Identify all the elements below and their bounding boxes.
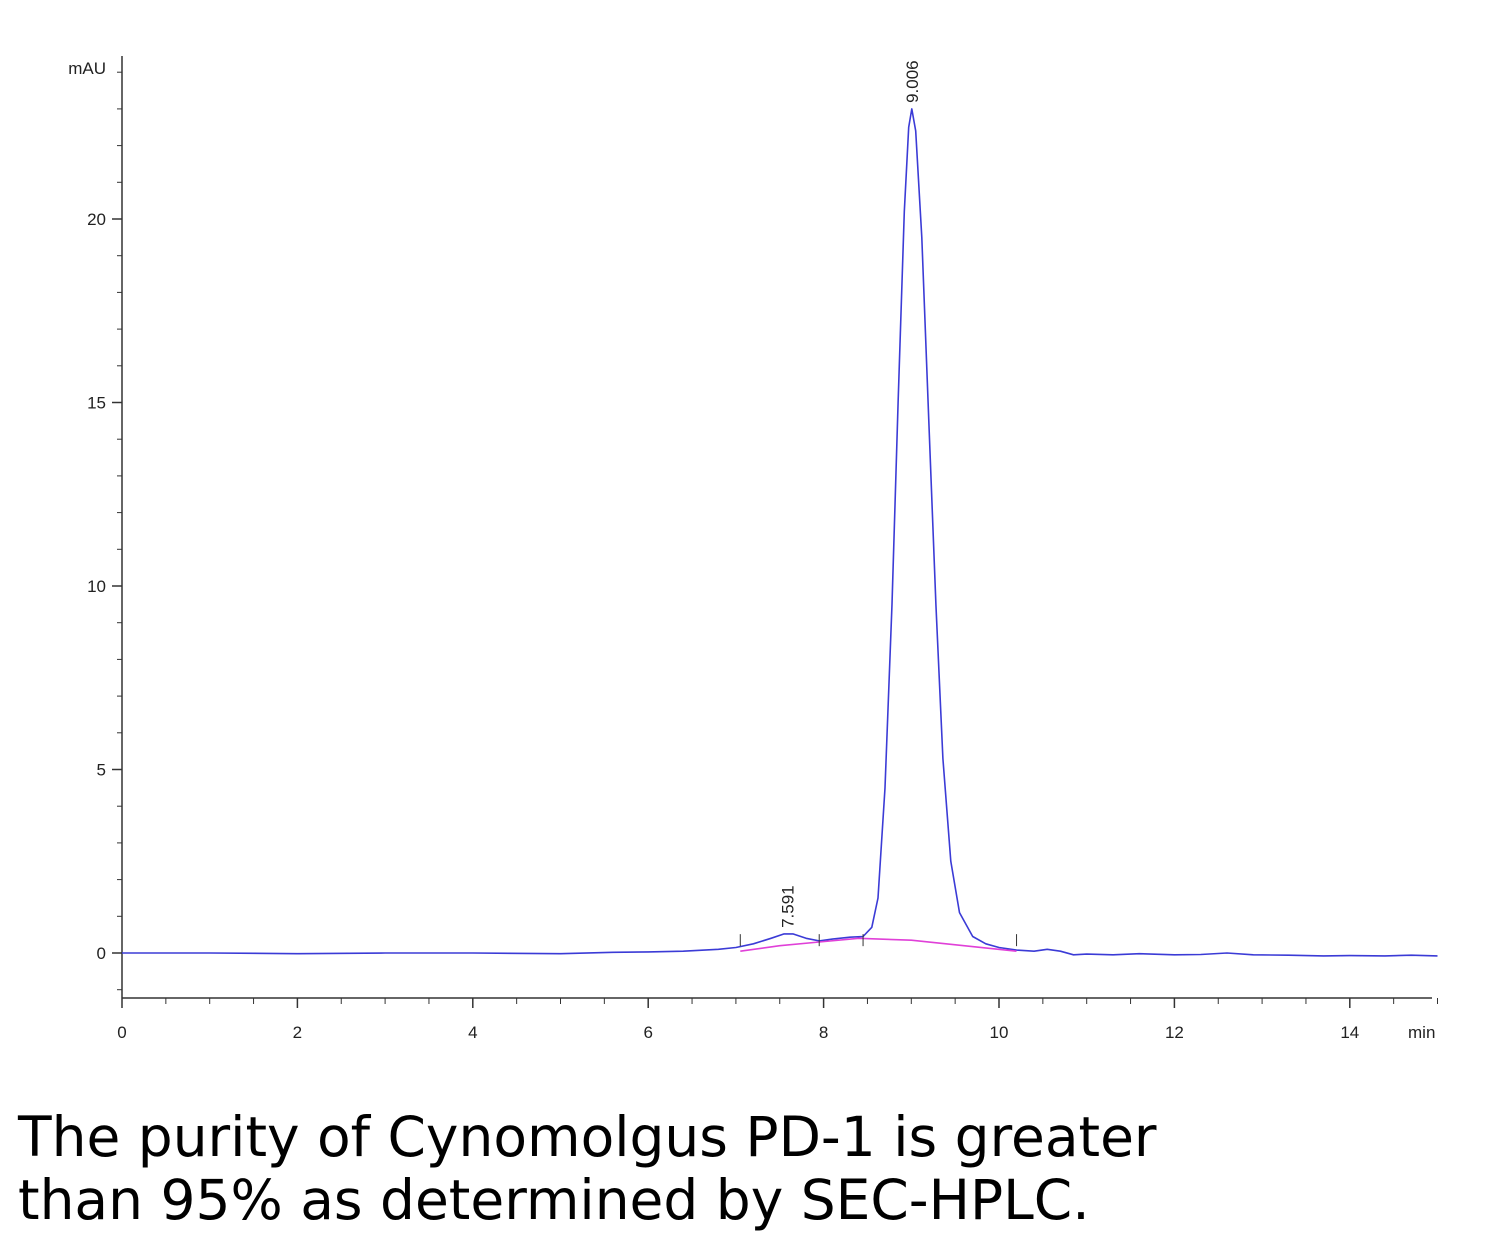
caption-line-2: than 95% as determined by SEC-HPLC. [18,1168,1090,1232]
y-tick-label: 15 [87,394,106,413]
peak-retention-label: 7.591 [779,885,798,928]
x-tick-label: 6 [643,1023,652,1042]
chromatogram-chart: 0 5 10 15 20 0 2 4 6 8 10 12 14 mAU min 7.591 9.006 [68,56,1438,1042]
x-tick-label: 14 [1340,1023,1359,1042]
x-tick-label: 0 [117,1023,126,1042]
y-tick-label: 20 [87,210,106,229]
signal-trace [122,108,1438,957]
series-group [122,108,1438,957]
x-tick-label: 10 [990,1023,1009,1042]
caption-line-1: The purity of Cynomolgus PD-1 is greater [18,1105,1157,1169]
y-axis-ticks: 0 5 10 15 20 [87,71,122,991]
peak-retention-label: 9.006 [903,60,922,103]
x-tick-label: 2 [293,1023,302,1042]
y-tick-label: 10 [87,577,106,596]
x-tick-label: 12 [1165,1023,1184,1042]
baseline-trace [740,937,1017,952]
y-axis-unit-label: mAU [68,59,106,78]
x-axis-ticks: 0 2 4 6 8 10 12 14 [117,998,1438,1042]
x-tick-label: 4 [468,1023,477,1042]
x-axis-unit-label: min [1408,1023,1435,1042]
x-tick-label: 8 [819,1023,828,1042]
caption: The purity of Cynomolgus PD-1 is greater… [18,1106,1478,1232]
y-tick-label: 0 [97,944,106,963]
peak-labels: 7.591 9.006 [779,60,922,928]
y-tick-label: 5 [97,761,106,780]
